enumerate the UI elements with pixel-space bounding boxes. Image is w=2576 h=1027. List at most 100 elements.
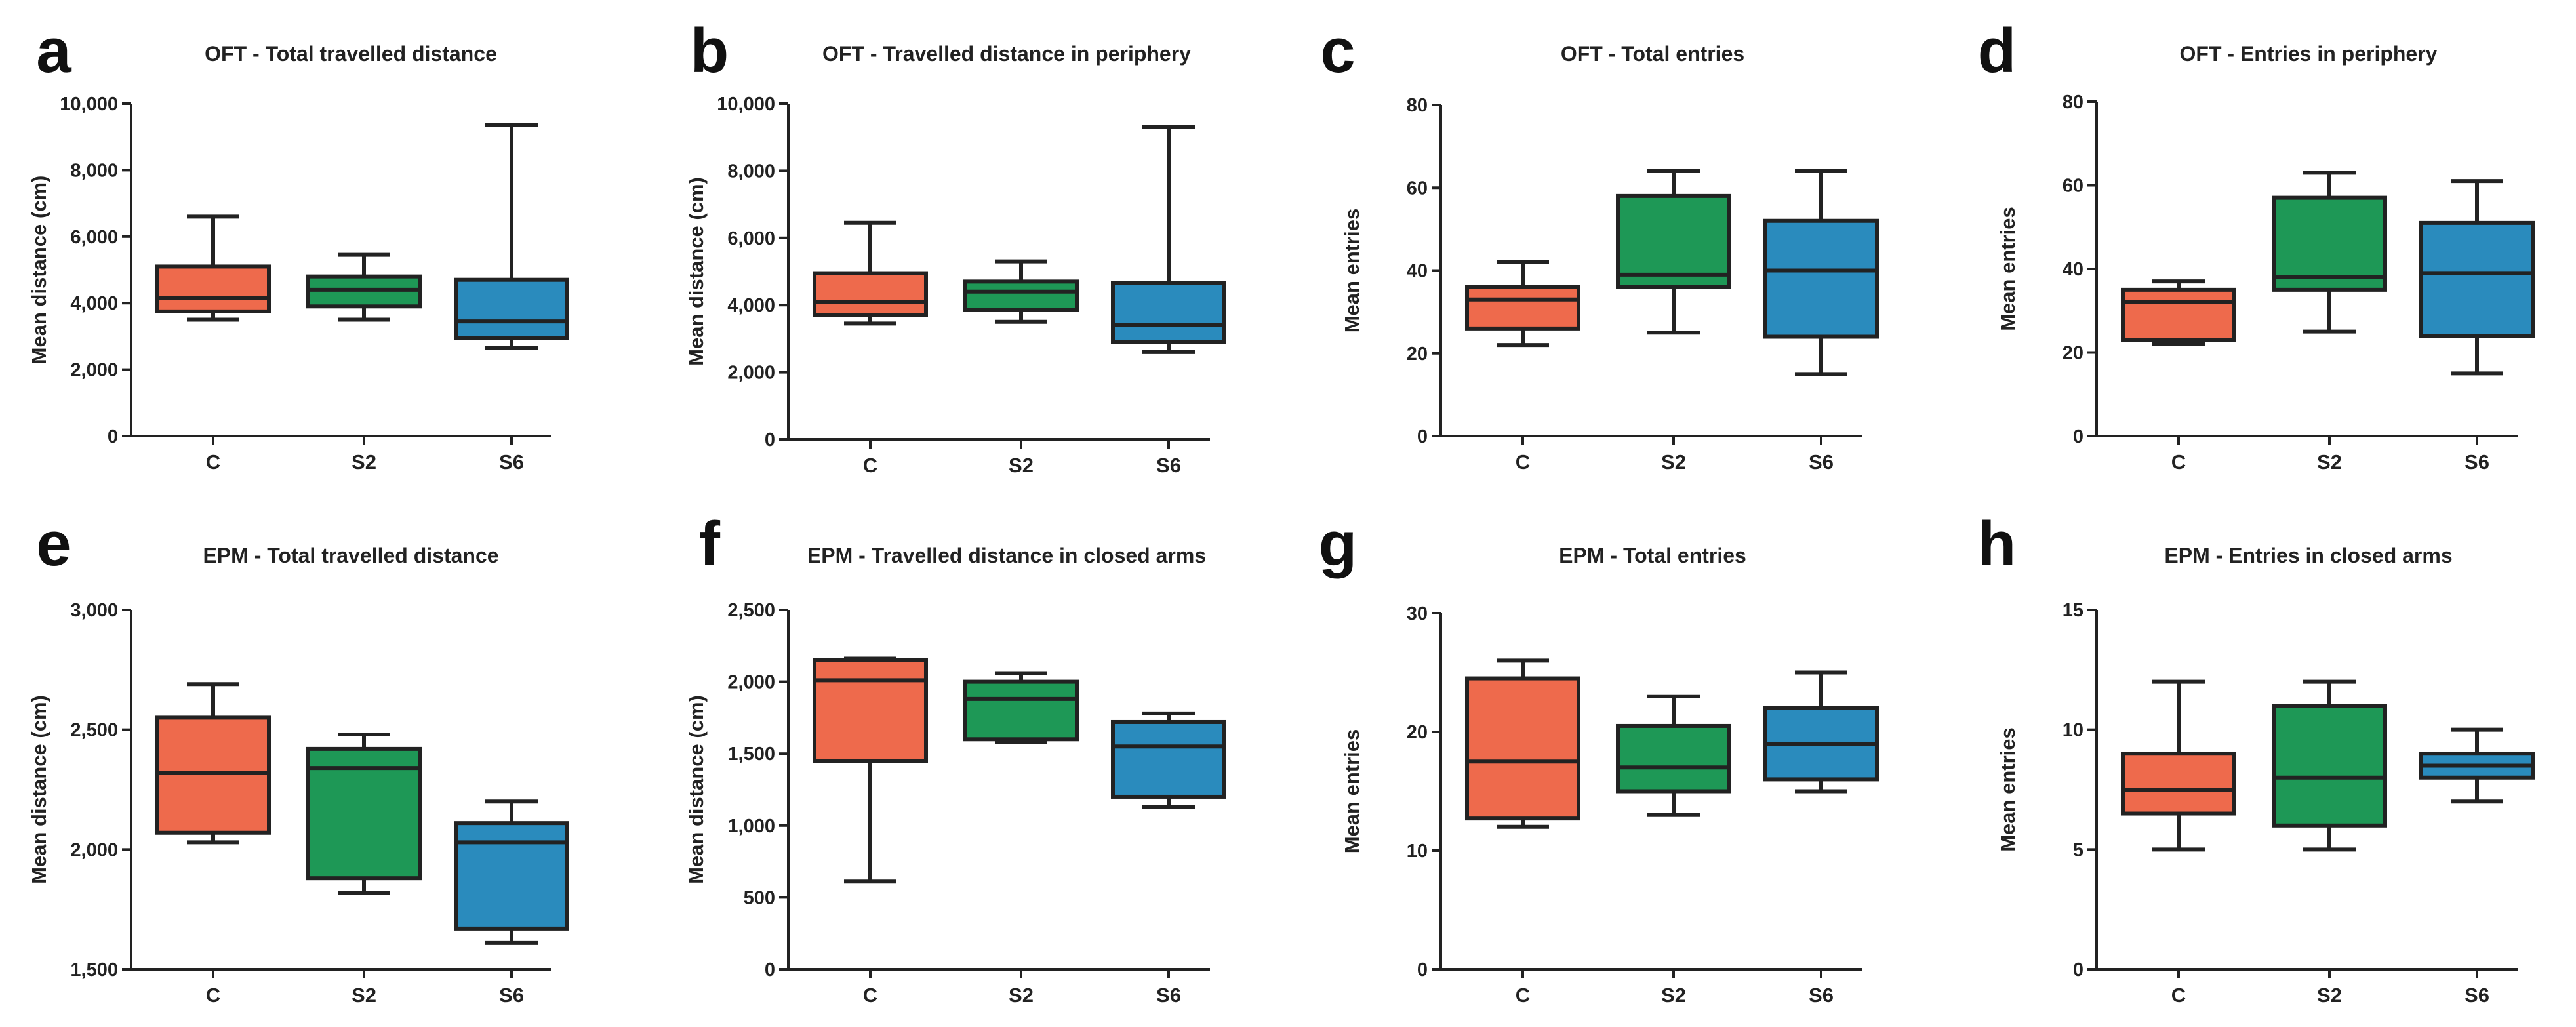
y-tick-label-a-2: 4,000 [70,293,118,314]
box-a-S6 [454,277,569,340]
box-c-C [1465,285,1580,331]
x-tick-label-h-S2: S2 [2317,984,2342,1007]
y-tick-label-h-3: 15 [2063,600,2083,621]
panel-letter-d: d [1978,16,2017,86]
y-tick-label-c-1: 20 [1407,344,1428,365]
x-tick-label-f-S6: S6 [1156,984,1181,1007]
x-tick-label-f-C: C [863,984,877,1007]
x-tick-label-c-S2: S2 [1661,451,1686,473]
y-axis-label-c: Mean entries [1340,209,1363,333]
box-f-C [813,658,928,763]
panel-letter-g: g [1319,509,1358,579]
y-tick-label-c-0: 0 [1417,426,1428,447]
panel-letter-b: b [691,16,729,86]
box-d-S6 [2419,220,2535,338]
y-tick-label-d-3: 60 [2063,176,2083,197]
y-tick-label-h-0: 0 [2073,959,2083,980]
y-tick-label-b-0: 0 [765,430,775,451]
x-tick-label-e-C: C [206,984,220,1007]
y-tick-label-b-5: 10,000 [717,94,775,115]
y-axis-label-d: Mean entries [1996,207,2019,331]
panel-letter-a: a [36,16,71,86]
box-e-S6 [454,821,569,931]
box-h-C [2121,752,2236,816]
x-tick-label-b-S6: S6 [1156,454,1181,477]
panel-letter-c: c [1320,16,1355,86]
x-tick-label-b-C: C [863,454,877,477]
panel-letter-h: h [1978,509,2017,579]
x-tick-label-g-S2: S2 [1661,984,1686,1007]
panel-title-a: OFT - Total travelled distance [205,42,497,66]
y-tick-label-c-4: 80 [1407,95,1428,116]
box-f-S6 [1111,719,1226,799]
y-tick-label-a-0: 0 [108,426,118,447]
y-tick-label-f-3: 1,500 [727,744,775,765]
y-tick-label-d-2: 40 [2063,259,2083,280]
panel-title-b: OFT - Travelled distance in periphery [822,42,1191,66]
y-tick-label-g-2: 20 [1407,722,1428,743]
x-tick-label-g-C: C [1516,984,1530,1007]
box-g-S2 [1616,723,1731,794]
y-tick-label-a-5: 10,000 [60,94,118,115]
panel-title-g: EPM - Total entries [1559,544,1746,567]
y-tick-label-f-5: 2,500 [727,600,775,621]
x-tick-label-g-S6: S6 [1809,984,1834,1007]
box-b-C [813,271,928,317]
y-tick-label-f-4: 2,000 [727,672,775,693]
x-tick-label-c-C: C [1516,451,1530,473]
box-e-S2 [306,746,422,881]
y-tick-label-b-3: 6,000 [727,228,775,249]
y-tick-label-b-1: 2,000 [727,363,775,384]
y-tick-label-e-0: 1,500 [70,959,118,980]
x-tick-label-e-S2: S2 [352,984,376,1007]
y-tick-label-c-2: 40 [1407,261,1428,282]
x-tick-label-d-S2: S2 [2317,451,2342,473]
box-a-C [155,264,271,313]
y-axis-label-b: Mean distance (cm) [685,177,708,366]
panel-letter-e: e [36,509,71,579]
y-tick-label-b-4: 8,000 [727,161,775,182]
x-tick-label-h-S6: S6 [2465,984,2489,1007]
y-tick-label-f-2: 1,000 [727,816,775,837]
panel-title-e: EPM - Total travelled distance [203,544,498,567]
box-d-S2 [2272,195,2387,292]
box-b-S6 [1111,281,1226,344]
panel-title-f: EPM - Travelled distance in closed arms [807,544,1206,567]
box-b-S2 [963,279,1079,312]
y-tick-label-a-1: 2,000 [70,360,118,381]
y-axis-label-g: Mean entries [1340,729,1363,854]
x-tick-label-a-C: C [206,451,220,473]
box-e-C [155,715,271,835]
x-tick-label-a-S6: S6 [499,451,524,473]
panel-title-c: OFT - Total entries [1561,42,1744,66]
x-tick-label-a-S2: S2 [352,451,376,473]
y-tick-label-d-1: 20 [2063,343,2083,364]
box-c-S2 [1616,193,1731,289]
x-tick-label-d-C: C [2171,451,2186,473]
panel-letter-f: f [699,509,721,579]
y-tick-label-a-4: 8,000 [70,160,118,181]
y-tick-label-g-3: 30 [1407,603,1428,624]
panel-title-h: EPM - Entries in closed arms [2164,544,2452,567]
y-tick-label-f-1: 500 [744,887,775,908]
y-tick-label-e-1: 2,000 [70,839,118,860]
box-c-S6 [1763,218,1879,339]
y-tick-label-e-2: 2,500 [70,720,118,741]
x-tick-label-e-S6: S6 [499,984,524,1007]
x-tick-label-b-S2: S2 [1009,454,1034,477]
panel-title-d: OFT - Entries in periphery [2180,42,2438,66]
x-tick-label-d-S6: S6 [2465,451,2489,473]
y-tick-label-g-0: 0 [1417,959,1428,980]
y-tick-label-h-2: 10 [2063,720,2083,741]
y-tick-label-a-3: 6,000 [70,227,118,248]
y-axis-label-f: Mean distance (cm) [685,695,708,884]
y-tick-label-c-3: 60 [1407,178,1428,199]
y-tick-label-f-0: 0 [765,959,775,980]
box-h-S2 [2272,704,2387,828]
box-g-C [1465,676,1580,821]
y-axis-label-a: Mean distance (cm) [28,176,50,365]
y-tick-label-d-0: 0 [2073,426,2083,447]
x-tick-label-c-S6: S6 [1809,451,1834,473]
y-tick-label-d-4: 80 [2063,92,2083,113]
